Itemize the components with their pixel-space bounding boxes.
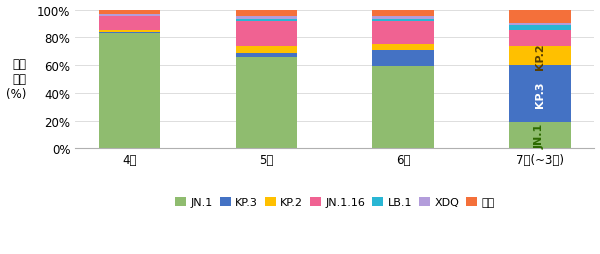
Bar bbox=[509, 66, 571, 122]
Bar bbox=[509, 26, 571, 31]
Bar bbox=[236, 53, 297, 57]
Bar bbox=[373, 20, 434, 22]
Bar bbox=[99, 10, 160, 15]
Bar bbox=[99, 15, 160, 18]
Text: KP.3: KP.3 bbox=[535, 81, 545, 107]
Bar bbox=[236, 10, 297, 18]
Bar bbox=[236, 22, 297, 46]
Legend: JN.1, KP.3, KP.2, JN.1.16, LB.1, XDQ, 기타: JN.1, KP.3, KP.2, JN.1.16, LB.1, XDQ, 기타 bbox=[170, 193, 499, 212]
Bar bbox=[509, 122, 571, 149]
Bar bbox=[236, 20, 297, 22]
Bar bbox=[99, 31, 160, 33]
Y-axis label: 검출
비율
(%): 검출 비율 (%) bbox=[5, 58, 26, 101]
Bar bbox=[509, 24, 571, 26]
Bar bbox=[373, 18, 434, 20]
Bar bbox=[509, 10, 571, 24]
Bar bbox=[99, 34, 160, 149]
Bar bbox=[99, 18, 160, 31]
Bar bbox=[236, 18, 297, 20]
Bar bbox=[373, 67, 434, 149]
Text: KP.2: KP.2 bbox=[535, 43, 545, 69]
Bar bbox=[373, 45, 434, 51]
Bar bbox=[99, 33, 160, 34]
Bar bbox=[373, 22, 434, 45]
Bar bbox=[509, 46, 571, 66]
Bar bbox=[236, 46, 297, 53]
Bar bbox=[373, 10, 434, 18]
Bar bbox=[509, 31, 571, 46]
Bar bbox=[236, 57, 297, 149]
Bar bbox=[373, 51, 434, 67]
Text: JN.1: JN.1 bbox=[535, 123, 545, 148]
